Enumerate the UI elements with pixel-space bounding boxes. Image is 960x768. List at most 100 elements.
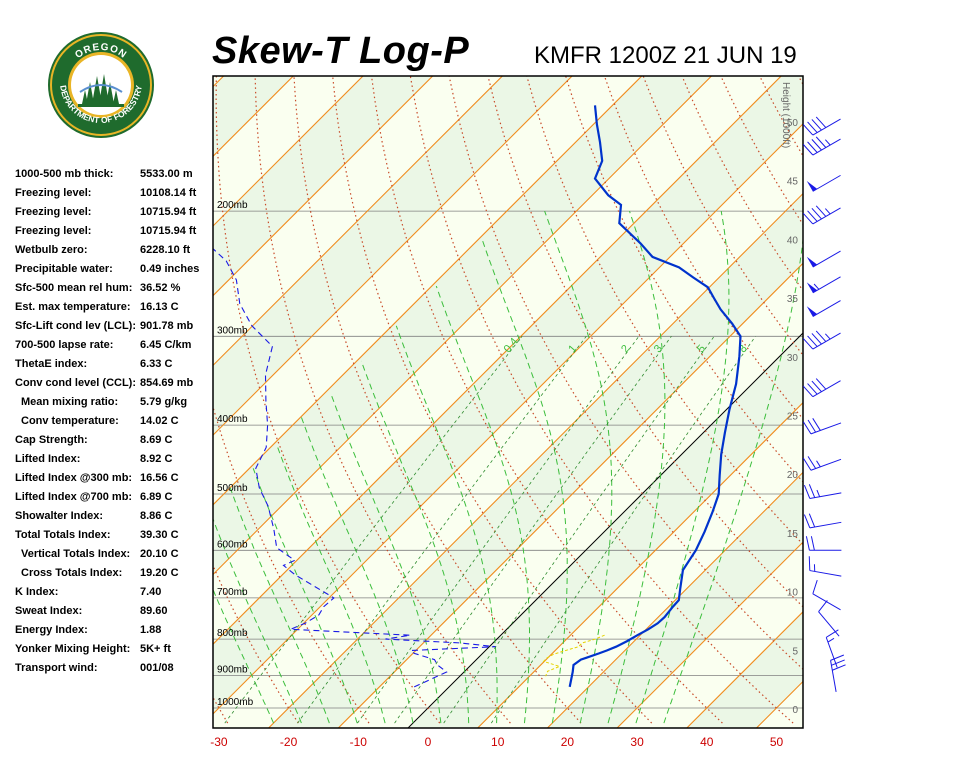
wind-barb — [802, 418, 842, 435]
barb-flag — [831, 659, 845, 666]
index-row: Freezing level: 10715.94 ft — [15, 206, 215, 225]
moist-adiabat — [482, 240, 568, 724]
index-label: Cross Totals Index: — [21, 567, 123, 579]
barb-staff — [812, 276, 841, 294]
barb-flag — [802, 385, 814, 398]
wind-barb — [805, 536, 842, 551]
barb-flag — [807, 456, 817, 469]
isotherm-line — [546, 471, 803, 728]
barb-flag — [808, 484, 816, 498]
index-row: Conv cond level (CCL): 854.69 mb — [15, 377, 215, 396]
barb-flag — [803, 514, 811, 529]
index-row: Sweat Index: 89.60 — [15, 605, 215, 624]
barb-staff — [825, 637, 838, 668]
moist-adiabat — [252, 468, 358, 724]
barb-flag — [815, 116, 827, 128]
index-label: Wetbulb zero: — [15, 244, 88, 256]
parcel-path — [542, 634, 605, 677]
index-label: Yonker Mixing Height: — [15, 643, 131, 655]
index-value: 5533.00 m — [140, 168, 193, 180]
barb-staff — [809, 521, 842, 529]
isotherm-line — [213, 123, 803, 715]
pressure-label: 900mb — [217, 664, 248, 675]
barb-staff — [830, 660, 837, 692]
barb-half-flag — [824, 139, 831, 146]
index-value: 854.69 mb — [140, 377, 194, 389]
wind-barb — [802, 330, 841, 350]
wind-barb — [803, 484, 842, 499]
isotherm-line — [267, 192, 803, 728]
wind-barb — [806, 174, 841, 192]
index-row: 700-500 lapse rate: 6.45 C/km — [15, 339, 215, 358]
index-label: Mean mixing ratio: — [21, 396, 119, 408]
barb-staff — [812, 593, 841, 611]
barb-staff — [809, 492, 842, 499]
index-row: Conv temperature: 14.02 C — [15, 415, 215, 434]
index-value: 16.56 C — [140, 472, 179, 484]
moist-adiabat — [395, 325, 498, 724]
index-label: Showalter Index: — [15, 510, 104, 522]
dry-adiabat — [889, 0, 960, 723]
height-tick-label: 15 — [787, 529, 799, 540]
wind-barb — [812, 580, 841, 611]
barb-flag — [802, 457, 812, 471]
plot-frame — [212, 75, 804, 729]
isotherm-line — [213, 76, 364, 227]
oregon-forestry-logo: OREGON DEPARTMENT OF FORESTRY — [46, 30, 156, 140]
dry-adiabat — [293, 76, 582, 724]
index-row: Sfc-Lift cond lev (LCL): 901.78 mb — [15, 320, 215, 339]
isotherm-line — [821, 71, 960, 733]
index-row: 1000-500 mb thick: 5533.00 m — [15, 168, 215, 187]
dry-adiabat — [854, 0, 960, 723]
height-tick-label: 25 — [787, 412, 799, 423]
barb-staff — [812, 332, 841, 350]
index-label: Conv cond level (CCL): — [15, 377, 137, 389]
wind-barb — [808, 556, 842, 577]
height-tick-label: 5 — [792, 646, 798, 657]
index-value: 39.30 C — [140, 529, 179, 541]
index-row: Freezing level: 10108.14 ft — [15, 187, 215, 206]
index-row: ThetaE index: 6.33 C — [15, 358, 215, 377]
index-row: Lifted Index @300 mb: 16.56 C — [15, 472, 215, 491]
x-tick-label: 10 — [491, 735, 505, 749]
barb-flag — [808, 513, 816, 528]
chart-title: Skew-T Log-P — [212, 30, 470, 72]
barb-flag — [803, 484, 811, 499]
index-label: Energy Index: — [15, 624, 88, 636]
index-value: 5.79 g/kg — [140, 396, 188, 408]
wind-barb — [802, 205, 841, 225]
moist-adiabat — [663, 235, 803, 724]
index-label: Est. max temperature: — [15, 301, 131, 313]
wind-barb — [825, 629, 839, 668]
wind-barb — [802, 116, 841, 136]
barb-pennant — [806, 256, 818, 268]
barb-flag — [810, 536, 815, 551]
index-row: Transport wind: 001/08 — [15, 662, 215, 681]
index-value: 36.52 % — [140, 282, 181, 294]
wind-barb — [806, 276, 841, 294]
barb-half-flag — [824, 208, 831, 215]
dry-adiabat — [526, 76, 803, 546]
index-value: 8.92 C — [140, 453, 173, 465]
index-label: Freezing level: — [15, 187, 92, 199]
barb-staff — [812, 118, 841, 136]
barb-half-flag — [813, 283, 820, 290]
barb-flag — [811, 119, 822, 131]
mixing-ratio-line — [297, 336, 587, 724]
index-row: Energy Index: 1.88 — [15, 624, 215, 643]
barb-half-flag — [816, 460, 821, 468]
pressure-label: 400mb — [217, 414, 248, 425]
barb-flag — [811, 380, 822, 393]
index-value: 6.89 C — [140, 491, 173, 503]
index-row: Showalter Index: 8.86 C — [15, 510, 215, 529]
temperature-profile — [568, 105, 742, 688]
barb-staff — [818, 611, 840, 637]
barb-flag — [818, 600, 828, 612]
index-row: Lifted Index: 8.92 C — [15, 453, 215, 472]
x-tick-label: -20 — [280, 735, 298, 749]
dry-adiabat — [924, 0, 960, 723]
mixing-ratio-line — [357, 336, 640, 724]
wind-barb — [803, 513, 842, 529]
barb-flag — [832, 664, 846, 671]
index-row: Total Totals Index: 39.30 C — [15, 529, 215, 548]
